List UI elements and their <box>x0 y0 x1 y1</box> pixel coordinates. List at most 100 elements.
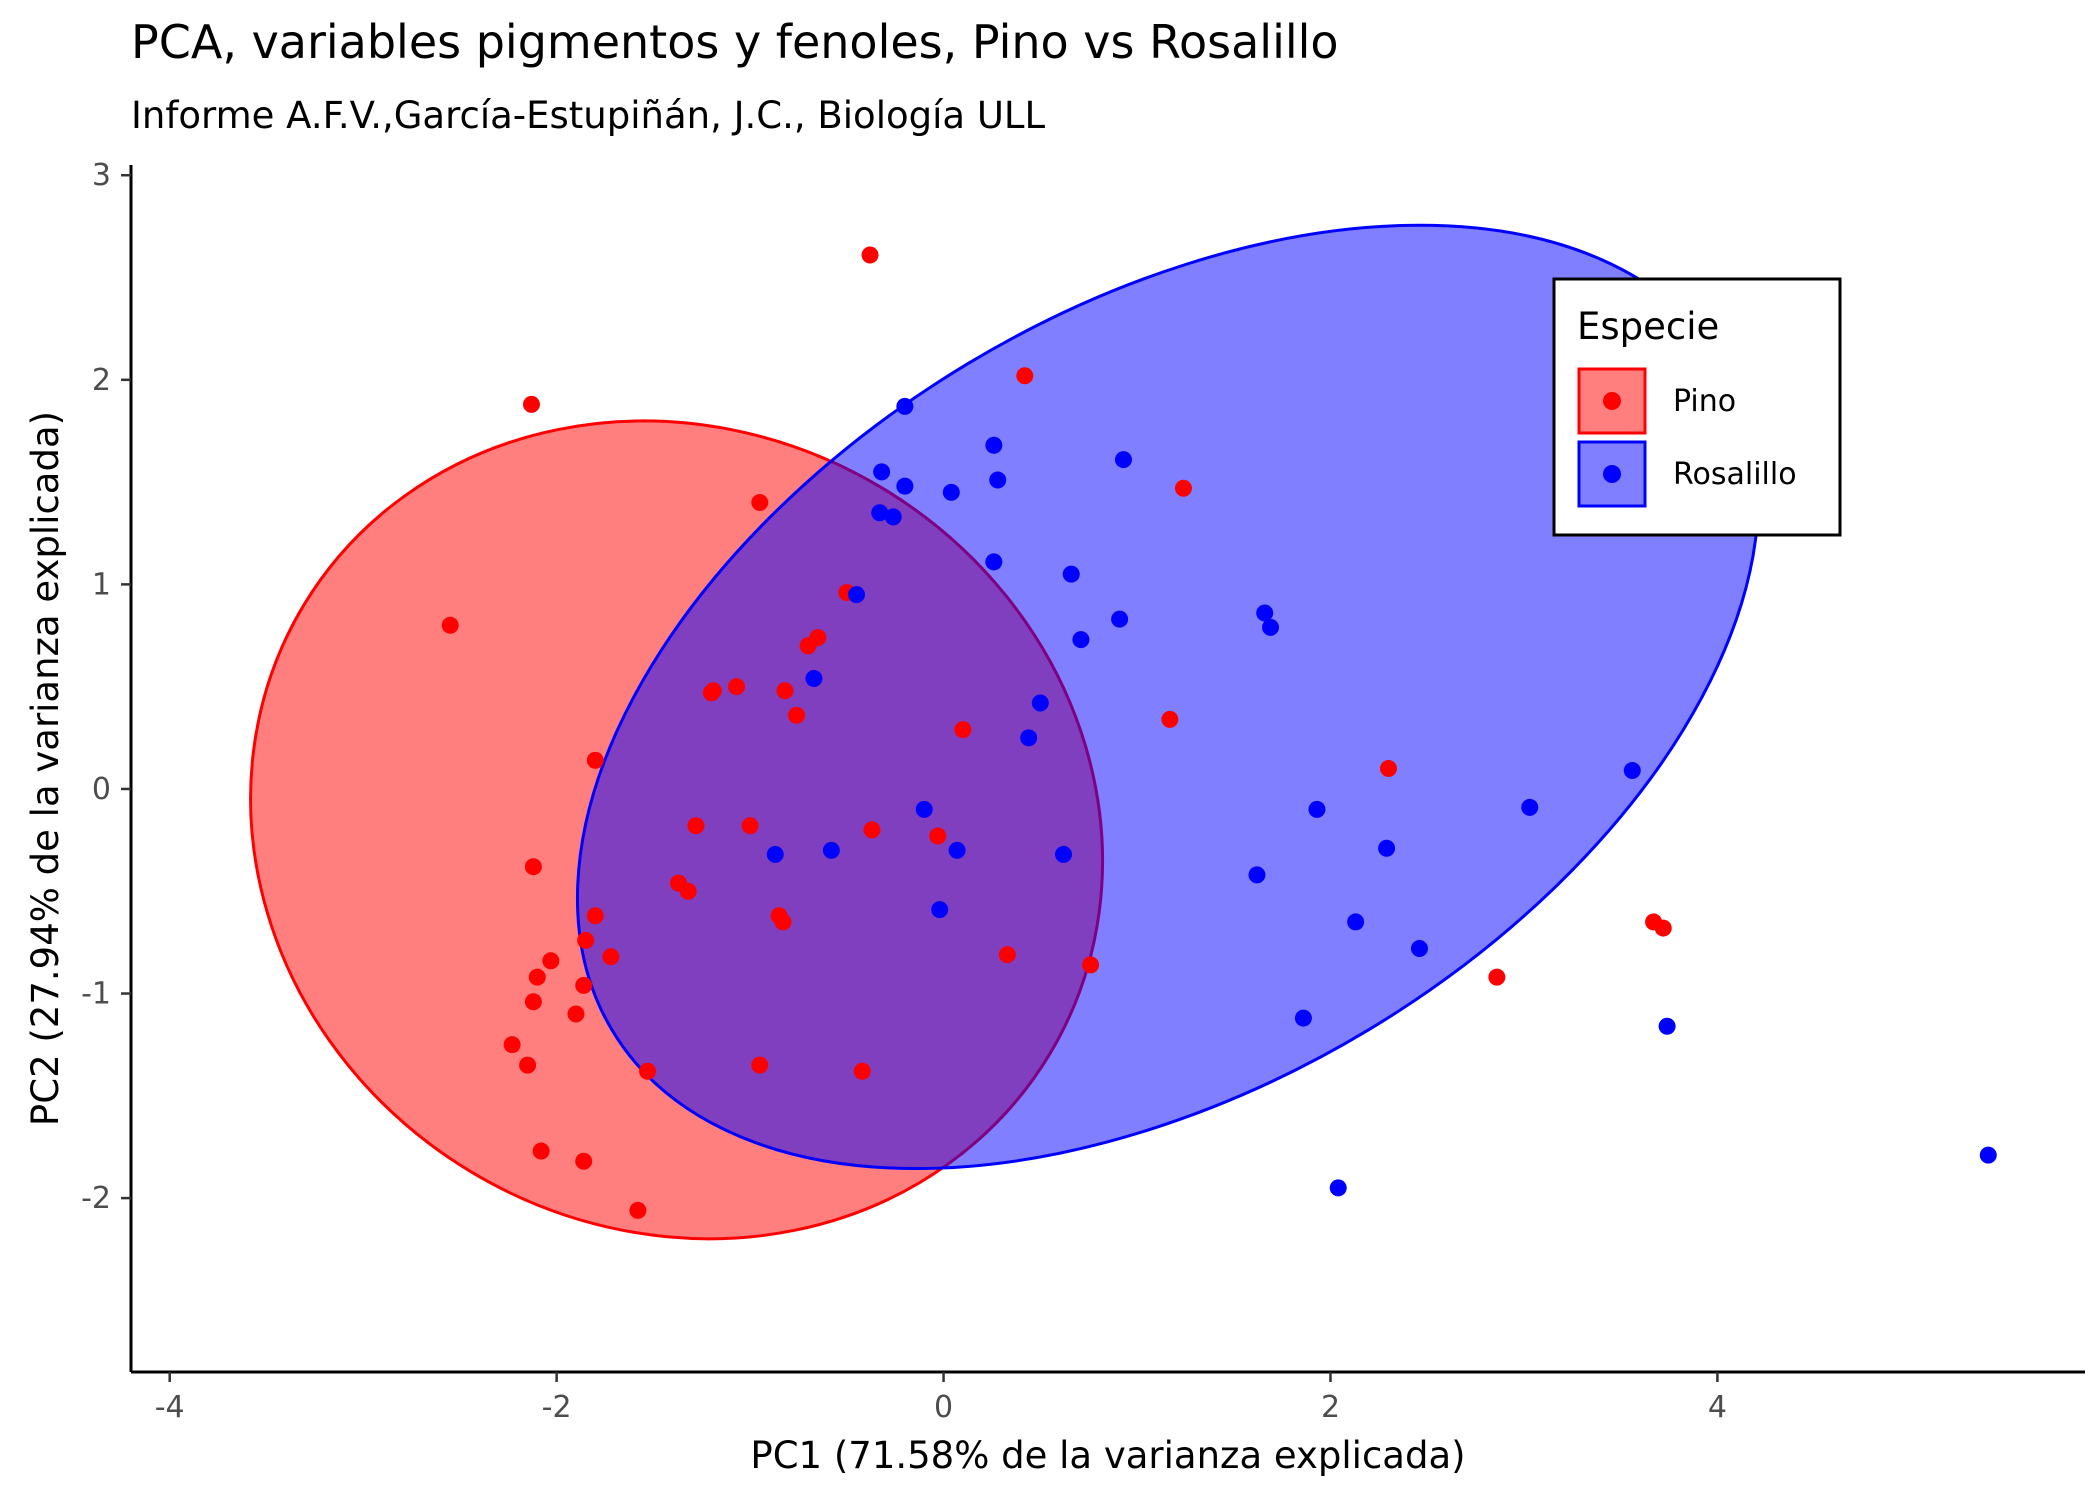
legend: Especie Pino Rosalillo <box>1552 277 1842 537</box>
y-tick-label: 0 <box>92 772 111 807</box>
point-rosalillo <box>805 669 823 687</box>
point-rosalillo <box>1111 610 1129 628</box>
point-rosalillo <box>1072 631 1090 649</box>
point-pino <box>863 821 881 839</box>
y-tick-label: 1 <box>92 567 111 602</box>
point-pino <box>522 395 540 413</box>
point-rosalillo <box>985 553 1003 571</box>
legend-key-rosalillo <box>1577 440 1647 508</box>
point-rosalillo <box>1262 618 1280 636</box>
point-pino <box>524 993 542 1011</box>
point-rosalillo <box>1521 798 1539 816</box>
point-pino <box>575 1152 593 1170</box>
point-pino <box>575 976 593 994</box>
point-pino <box>567 1005 585 1023</box>
y-tick-label: 2 <box>92 363 111 398</box>
point-pino <box>639 1062 657 1080</box>
point-rosalillo <box>1114 451 1132 469</box>
point-rosalillo <box>915 800 933 818</box>
chart-subtitle: Informe A.F.V.,García-Estupiñán, J.C., B… <box>131 94 1046 137</box>
legend-dot <box>1603 465 1621 483</box>
point-rosalillo <box>822 841 840 859</box>
point-rosalillo <box>1979 1146 1997 1164</box>
point-rosalillo <box>1658 1017 1676 1035</box>
x-tick-label: -4 <box>155 1390 185 1425</box>
data-points <box>441 246 1997 1219</box>
point-rosalillo <box>942 483 960 501</box>
point-rosalillo <box>1347 913 1365 931</box>
point-pino <box>528 968 546 986</box>
legend-label: Rosalillo <box>1673 457 1797 492</box>
point-rosalillo <box>847 586 865 604</box>
point-pino <box>954 721 972 739</box>
y-tick-label: 3 <box>92 158 111 193</box>
point-rosalillo <box>989 471 1007 489</box>
x-axis-ticks: -4 -2 0 2 4 <box>155 1372 1727 1425</box>
point-rosalillo <box>766 845 784 863</box>
point-rosalillo <box>1623 762 1641 780</box>
point-rosalillo <box>884 508 902 526</box>
legend-entries: Pino Rosalillo <box>1577 367 1797 508</box>
point-pino <box>741 817 759 835</box>
point-rosalillo <box>1055 845 1073 863</box>
point-pino <box>853 1062 871 1080</box>
x-tick-label: 4 <box>1708 1390 1727 1425</box>
legend-dot <box>1603 392 1621 410</box>
point-pino <box>751 1056 769 1074</box>
point-pino <box>776 682 794 700</box>
point-rosalillo <box>1256 604 1274 622</box>
chart-title: PCA, variables pigmentos y fenoles, Pino… <box>131 15 1339 69</box>
point-pino <box>586 751 604 769</box>
point-pino <box>788 706 806 724</box>
point-pino <box>519 1056 537 1074</box>
plot-area <box>249 223 1997 1241</box>
point-pino <box>929 827 947 845</box>
point-rosalillo <box>985 436 1003 454</box>
point-pino <box>704 682 722 700</box>
point-pino <box>1488 968 1506 986</box>
point-rosalillo <box>948 841 966 859</box>
y-axis-title: PC2 (27.94% de la varianza explicada) <box>24 411 67 1126</box>
point-pino <box>629 1201 647 1219</box>
legend-label: Pino <box>1673 384 1736 419</box>
point-pino <box>809 629 827 647</box>
point-rosalillo <box>1294 1009 1312 1027</box>
point-pino <box>998 946 1016 964</box>
point-pino <box>751 494 769 512</box>
point-rosalillo <box>896 397 914 415</box>
point-rosalillo <box>1248 866 1266 884</box>
point-rosalillo <box>1329 1179 1347 1197</box>
legend-swatch <box>1577 367 1647 435</box>
point-pino <box>577 931 595 949</box>
point-pino <box>679 882 697 900</box>
legend-key-pino <box>1577 367 1647 435</box>
point-pino <box>1380 760 1398 777</box>
point-rosalillo <box>871 504 889 522</box>
point-pino <box>542 952 560 970</box>
x-tick-label: 0 <box>934 1390 953 1425</box>
point-pino <box>1016 367 1034 385</box>
x-tick-label: -2 <box>542 1390 572 1425</box>
point-rosalillo <box>1062 565 1080 583</box>
confidence-ellipses <box>249 223 1760 1241</box>
point-pino <box>774 913 792 931</box>
point-pino <box>586 907 604 925</box>
point-pino <box>441 616 459 634</box>
y-axis-ticks: -2 -1 0 1 2 3 <box>81 158 131 1216</box>
point-pino <box>1174 479 1192 497</box>
point-pino <box>1161 710 1179 728</box>
point-pino <box>1654 919 1672 937</box>
point-rosalillo <box>1378 839 1396 857</box>
y-tick-label: -2 <box>81 1181 111 1216</box>
point-pino <box>687 817 705 835</box>
point-pino <box>728 678 746 696</box>
x-tick-label: 2 <box>1321 1390 1340 1425</box>
point-pino <box>532 1142 550 1160</box>
point-rosalillo <box>873 463 891 481</box>
point-pino <box>602 948 620 966</box>
point-pino <box>1082 956 1100 974</box>
x-axis-title: PC1 (71.58% de la varianza explicada) <box>750 1434 1465 1477</box>
point-rosalillo <box>1020 729 1038 747</box>
point-pino <box>524 858 542 876</box>
